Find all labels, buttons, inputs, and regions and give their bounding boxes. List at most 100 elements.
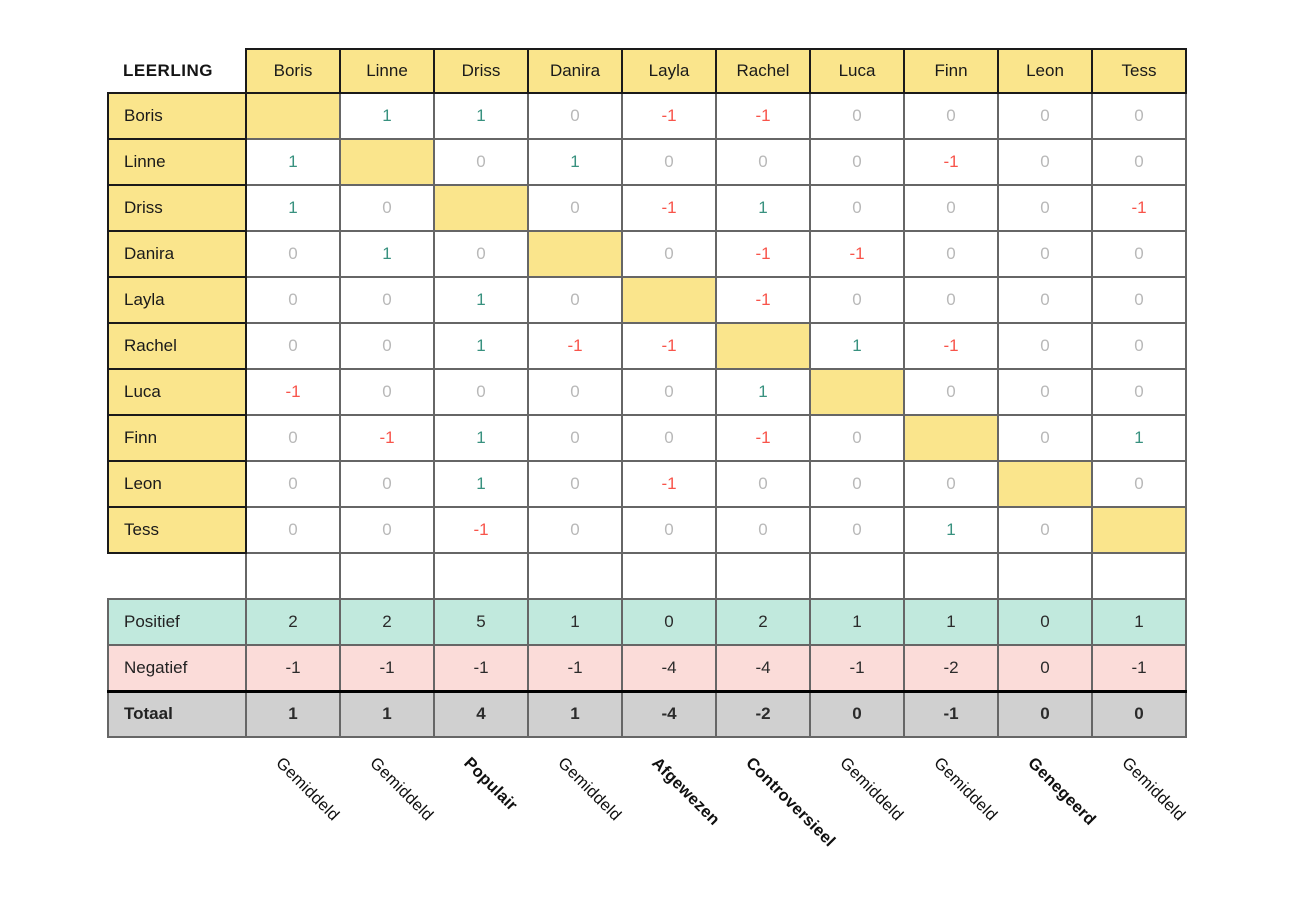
choice-driss-to-luca: 0 [809,184,905,232]
choice-luca-to-finn: 0 [903,368,999,416]
choice-rachel-to-danira: -1 [527,322,623,370]
choice-boris-to-linne: 1 [339,92,435,140]
row-header-driss: Driss [107,184,247,232]
column-header-leon: Leon [997,48,1093,94]
choice-finn-to-luca: 0 [809,414,905,462]
choice-tess-to-danira: 0 [527,506,623,554]
column-header-finn: Finn [903,48,999,94]
diagonal-cell-luca [809,368,905,416]
positief-boris: 2 [245,598,341,646]
choice-driss-to-finn: 0 [903,184,999,232]
column-header-driss: Driss [433,48,529,94]
classification-label-luca: Gemiddeld [836,754,907,825]
column-header-boris: Boris [245,48,341,94]
choice-leon-to-danira: 0 [527,460,623,508]
choice-danira-to-boris: 0 [245,230,341,278]
matrix-row-tess: Tess 0 0 -1 0 0 0 0 1 0 [107,506,1187,554]
choice-linne-to-leon: 0 [997,138,1093,186]
column-header-rachel: Rachel [715,48,811,94]
choice-tess-to-luca: 0 [809,506,905,554]
choice-finn-to-boris: 0 [245,414,341,462]
choice-luca-to-leon: 0 [997,368,1093,416]
choice-linne-to-rachel: 0 [715,138,811,186]
choice-rachel-to-leon: 0 [997,322,1093,370]
choice-layla-to-rachel: -1 [715,276,811,324]
totaal-danira: 1 [527,689,623,738]
summary-row-positief: Positief 2 2 5 1 0 2 1 1 0 1 [107,598,1187,646]
spacer-cell-danira [527,552,623,600]
choice-driss-to-boris: 1 [245,184,341,232]
negatief-boris: -1 [245,644,341,692]
row-header-luca: Luca [107,368,247,416]
choice-boris-to-rachel: -1 [715,92,811,140]
choice-rachel-to-tess: 0 [1091,322,1187,370]
negatief-luca: -1 [809,644,905,692]
negatief-linne: -1 [339,644,435,692]
choice-driss-to-rachel: 1 [715,184,811,232]
choice-luca-to-linne: 0 [339,368,435,416]
choice-layla-to-driss: 1 [433,276,529,324]
diagonal-cell-driss [433,184,529,232]
diagonal-cell-leon [997,460,1093,508]
row-header-tess: Tess [107,506,247,554]
spacer-cell-rachel [715,552,811,600]
diagonal-cell-rachel [715,322,811,370]
classification-label-layla: Afgewezen [648,754,724,829]
row-header-linne: Linne [107,138,247,186]
totaal-finn: -1 [903,689,999,738]
choice-boris-to-luca: 0 [809,92,905,140]
choice-finn-to-tess: 1 [1091,414,1187,462]
choice-boris-to-tess: 0 [1091,92,1187,140]
spacer-cell-layla [621,552,717,600]
positief-luca: 1 [809,598,905,646]
choice-linne-to-driss: 0 [433,138,529,186]
choice-danira-to-rachel: -1 [715,230,811,278]
choice-linne-to-danira: 1 [527,138,623,186]
choice-linne-to-luca: 0 [809,138,905,186]
choice-leon-to-tess: 0 [1091,460,1187,508]
spacer-cell-finn [903,552,999,600]
corner-label: LEERLING [108,49,246,93]
choice-danira-to-finn: 0 [903,230,999,278]
choice-tess-to-driss: -1 [433,506,529,554]
choice-danira-to-tess: 0 [1091,230,1187,278]
diagonal-cell-boris [245,92,341,140]
choice-driss-to-linne: 0 [339,184,435,232]
matrix-row-finn: Finn 0 -1 1 0 0 -1 0 0 1 [107,414,1187,462]
column-header-layla: Layla [621,48,717,94]
choice-linne-to-tess: 0 [1091,138,1187,186]
choice-leon-to-layla: -1 [621,460,717,508]
choice-boris-to-driss: 1 [433,92,529,140]
classification-label-leon: Genegeerd [1024,754,1100,829]
spacer-cell-driss [433,552,529,600]
spacer-row [108,552,1187,600]
row-header-finn: Finn [107,414,247,462]
choice-leon-to-boris: 0 [245,460,341,508]
choice-leon-to-luca: 0 [809,460,905,508]
diagonal-cell-finn [903,414,999,462]
classification-label-finn: Gemiddeld [930,754,1001,825]
choice-rachel-to-luca: 1 [809,322,905,370]
choice-leon-to-driss: 1 [433,460,529,508]
diagonal-cell-layla [621,276,717,324]
choice-finn-to-layla: 0 [621,414,717,462]
choice-layla-to-leon: 0 [997,276,1093,324]
totaal-rachel: -2 [715,689,811,738]
spacer-cell-linne [339,552,435,600]
column-header-row: LEERLING Boris Linne Driss Danira Layla Rache… [108,48,1187,94]
negatief-rachel: -4 [715,644,811,692]
choice-tess-to-layla: 0 [621,506,717,554]
classification-label-danira: Gemiddeld [554,754,625,825]
positief-tess: 1 [1091,598,1187,646]
totaal-driss: 4 [433,689,529,738]
totaal-leon: 0 [997,689,1093,738]
choice-rachel-to-layla: -1 [621,322,717,370]
summary-row-negatief: Negatief -1 -1 -1 -1 -4 -4 -1 -2 0 -1 [107,644,1187,692]
diagonal-cell-tess [1091,506,1187,554]
positief-finn: 1 [903,598,999,646]
choice-tess-to-finn: 1 [903,506,999,554]
choice-luca-to-driss: 0 [433,368,529,416]
positief-driss: 5 [433,598,529,646]
negatief-finn: -2 [903,644,999,692]
